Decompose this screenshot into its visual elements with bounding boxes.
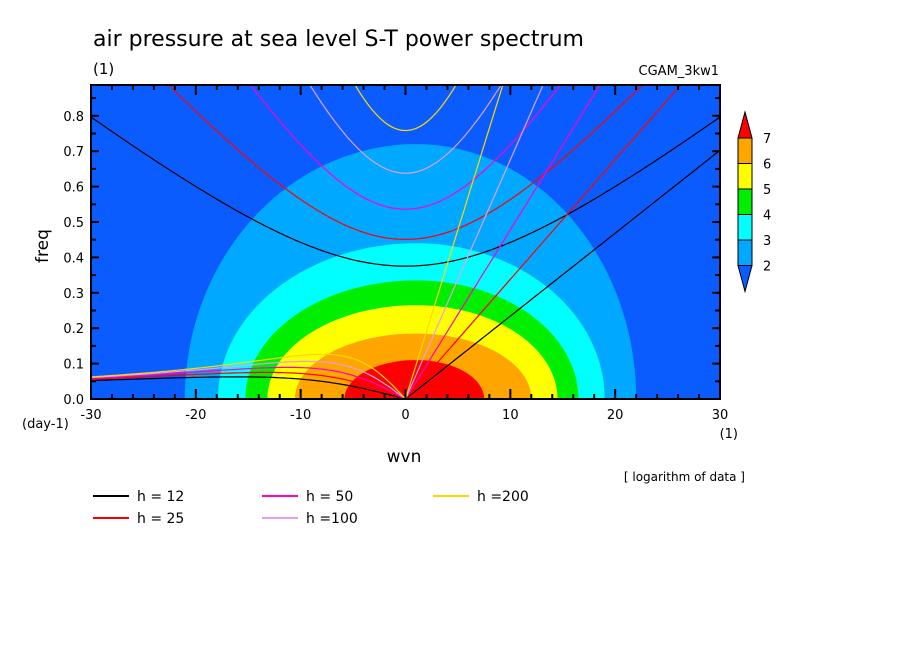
data-note: [ logarithm of data ]: [624, 470, 745, 484]
legend: h = 12 h = 25 h = 50 h =100 h =200: [93, 489, 529, 527]
kelvin-curve-h25: [405, 85, 682, 399]
y-tick-label: 0.8: [63, 110, 84, 125]
colorbar-min-arrow: [737, 265, 753, 294]
rossby-curve-h100: [91, 360, 406, 399]
dataset-label: CGAM_3kw1: [639, 64, 719, 79]
legend-label: h =100: [306, 511, 358, 527]
colorbar-segment: [737, 239, 753, 266]
y-axis-label: freq: [33, 229, 53, 263]
colorbar-label: 6: [763, 158, 771, 173]
y-tick-label: 0.3: [63, 287, 84, 302]
x-tick-label: 20: [607, 408, 624, 423]
legend-label: h = 12: [137, 489, 184, 505]
y-tick-label: 0.7: [63, 145, 84, 160]
rossby-curve-h25: [91, 371, 406, 399]
colorbar-label: 4: [763, 209, 771, 224]
colorbar-segment: [737, 137, 753, 164]
gravity-curve-h25: [167, 85, 644, 241]
colorbar-segment: [737, 188, 753, 215]
legend-label: h = 50: [306, 489, 353, 505]
y-tick-label: 0.4: [63, 251, 84, 266]
y-tick-label: 0.0: [63, 393, 84, 408]
colorbar: 2 3 4 5 6 7: [737, 110, 771, 294]
x-tick-label: -30: [80, 408, 101, 423]
kelvin-curve-h50: [404, 85, 601, 399]
colorbar-max-arrow: [737, 110, 753, 139]
y-tick-label: 0.2: [63, 322, 84, 337]
colorbar-label: 3: [763, 234, 771, 249]
colorbar-label: 5: [763, 183, 771, 198]
kelvin-curve-h12: [405, 149, 720, 399]
y-tick-label: 0.6: [63, 181, 84, 196]
gravity-curve-h12: [91, 116, 720, 267]
colorbar-label: 2: [763, 260, 771, 275]
x-tick-label: 0: [401, 408, 409, 423]
rossby-curve-h50: [91, 366, 406, 399]
colorbar-segment: [737, 214, 753, 241]
rossby-curve-h200: [91, 353, 406, 399]
colorbar-segment: [737, 163, 753, 190]
kelvin-curve-h100: [404, 85, 544, 399]
x-units: (1): [720, 427, 738, 442]
x-tick-label: -10: [290, 408, 311, 423]
y-tick-label: 0.5: [63, 216, 84, 231]
colorbar-label: 7: [763, 132, 771, 147]
gravity-curve-h200: [354, 85, 457, 132]
y-tick-label: 0.1: [63, 358, 84, 373]
kelvin-curve-h200: [404, 85, 504, 399]
rossby-curve-h12: [91, 376, 406, 399]
y-units: (day-1): [22, 417, 69, 432]
legend-label: h = 25: [137, 511, 184, 527]
gravity-curve-h50: [249, 85, 562, 210]
x-tick-label: 30: [712, 408, 729, 423]
chart-units: (1): [93, 60, 114, 78]
x-axis-label: wvn: [387, 447, 422, 467]
x-tick-label: 10: [502, 408, 519, 423]
gravity-curve-h100: [309, 85, 502, 174]
chart-title: air pressure at sea level S-T power spec…: [93, 27, 584, 52]
x-tick-label: -20: [185, 408, 206, 423]
legend-label: h =200: [477, 489, 529, 505]
